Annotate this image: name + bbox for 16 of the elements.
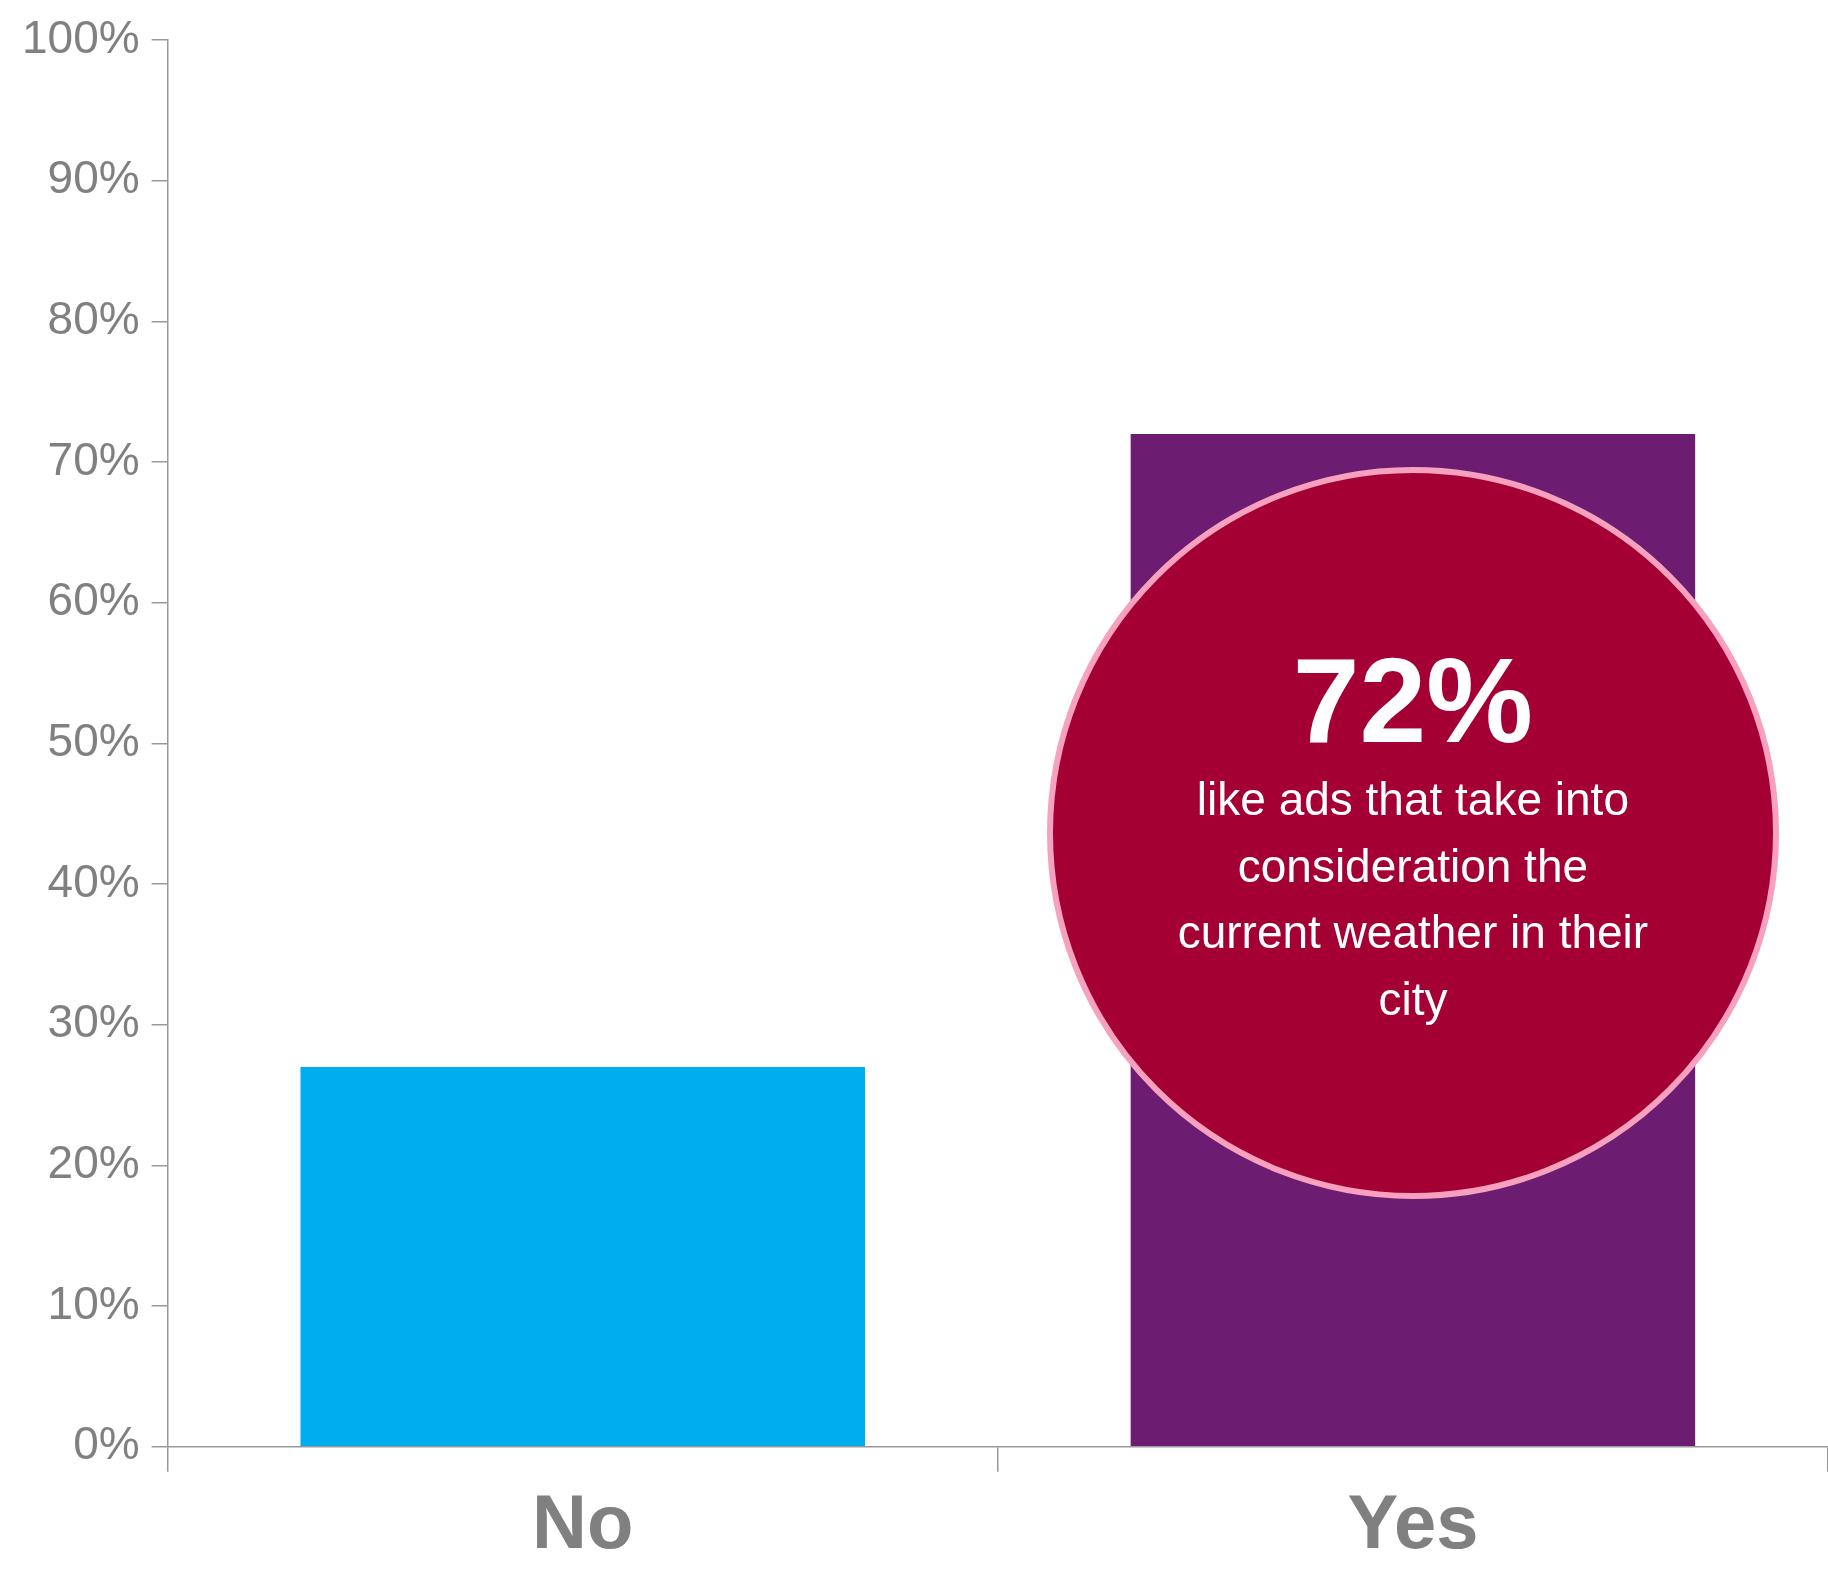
y-tick-label: 80%	[47, 292, 140, 345]
y-tick-label: 10%	[47, 1276, 140, 1329]
circle-badge: 72% like ads that take into consideration the current weather in their city	[1046, 467, 1779, 1200]
y-tick-label: 50%	[47, 714, 140, 767]
y-tick-label: 90%	[47, 151, 140, 204]
y-tick-label: 20%	[47, 1136, 140, 1189]
y-tick-label: 60%	[47, 573, 140, 626]
x-tick-label: Yes	[1347, 1479, 1479, 1565]
annotation: like ads that take into consideration the current weather in their city	[1176, 772, 1650, 1028]
x-tick-label: No	[532, 1479, 634, 1565]
y-tick-label: 40%	[47, 854, 140, 907]
data-label: 72%	[1292, 633, 1533, 768]
y-tick-label: 70%	[47, 432, 140, 485]
y-tick-label: 30%	[47, 995, 140, 1048]
y-tick-label: 100%	[21, 10, 140, 63]
y-tick-label: 0%	[73, 1417, 140, 1470]
